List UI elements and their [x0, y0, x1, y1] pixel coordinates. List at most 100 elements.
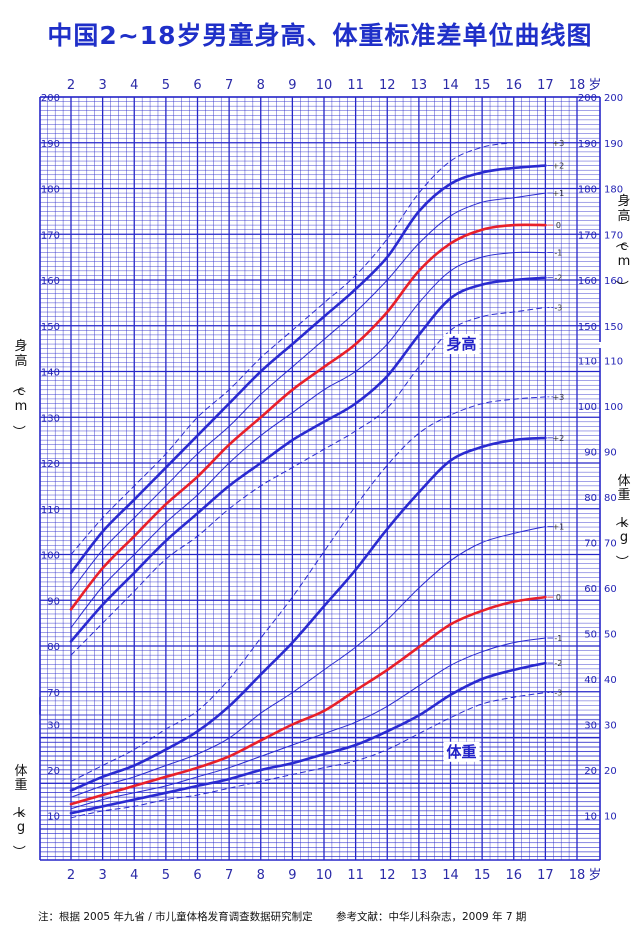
x-tick-bottom-12: 12 — [379, 868, 396, 883]
height-left-tick-170: 170 — [41, 230, 60, 241]
x-tick-top-13: 13 — [411, 78, 428, 93]
height-right-tick-200: 200 — [604, 93, 623, 104]
height-left-tick-100: 100 — [41, 551, 60, 562]
height-left-tick-90: 90 — [47, 596, 60, 607]
height-curve-label-minus3: -3 — [554, 303, 562, 312]
x-tick-top-9: 9 — [288, 78, 296, 93]
x-tick-bottom-7: 7 — [225, 868, 233, 883]
height-right-inner-tick-170: 170 — [578, 230, 597, 241]
weight-right-inner-tick-100: 100 — [578, 402, 597, 413]
weight-left-tick-20: 20 — [47, 766, 60, 777]
height-curve-0 — [69, 223, 547, 611]
weight-right-inner-tick-20: 20 — [584, 766, 597, 777]
panel-label-background — [443, 334, 480, 355]
height-left-tick-180: 180 — [41, 185, 60, 196]
height-right-tick-190: 190 — [604, 139, 623, 150]
height-right-tick-160: 160 — [604, 276, 623, 287]
weight-curve-label-minus2: -2 — [554, 659, 562, 668]
height-left-tick-150: 150 — [41, 322, 60, 333]
weight-panel-label: 体重 — [447, 743, 477, 761]
weight-axis-title-left: 体重（k g） — [10, 764, 27, 858]
x-tick-bottom-5: 5 — [162, 868, 170, 883]
x-tick-bottom-8: 8 — [257, 868, 265, 883]
height-curve-label-plus1: +1 — [552, 189, 564, 198]
weight-right-inner-tick-60: 60 — [584, 584, 597, 595]
weight-curve-label-minus3: -3 — [554, 689, 562, 698]
chart-title: 中国2~18岁男童身高、体重标准差单位曲线图 — [47, 21, 593, 50]
weight-right-tick-110: 110 — [604, 357, 623, 368]
height-right-inner-tick-190: 190 — [578, 139, 597, 150]
height-curve-label-plus2: +2 — [552, 162, 564, 171]
weight-curve-minus2 — [69, 661, 547, 815]
x-tick-top-11: 11 — [347, 78, 364, 93]
weight-right-tick-100: 100 — [604, 402, 623, 413]
weight-curve-label-plus2: +2 — [552, 434, 564, 443]
x-tick-bottom-15: 15 — [474, 868, 491, 883]
weight-right-inner-tick-70: 70 — [584, 539, 597, 550]
x-tick-top-14: 14 — [442, 78, 459, 93]
height-panel-label: 身高 — [447, 335, 477, 353]
height-curve-label-minus1: -1 — [554, 249, 562, 258]
weight-right-inner-tick-80: 80 — [584, 493, 597, 504]
height-right-inner-tick-150: 150 — [578, 322, 597, 333]
weight-right-tick-70: 70 — [604, 539, 617, 550]
height-right-tick-150: 150 — [604, 322, 623, 333]
x-tick-top-16: 16 — [505, 78, 522, 93]
x-tick-bottom-2: 2 — [67, 868, 75, 883]
weight-curve-label-plus3: +3 — [552, 393, 564, 402]
weight-curve-minus1 — [70, 637, 546, 810]
weight-right-inner-tick-40: 40 — [584, 675, 597, 686]
weight-left-tick-30: 30 — [47, 721, 60, 732]
weight-right-tick-20: 20 — [604, 766, 617, 777]
weight-curve-plus1 — [70, 526, 546, 798]
x-tick-bottom-16: 16 — [505, 868, 522, 883]
height-right-inner-tick-180: 180 — [578, 185, 597, 196]
grid — [39, 96, 601, 861]
weight-right-tick-30: 30 — [604, 721, 617, 732]
x-tick-top-2: 2 — [67, 78, 75, 93]
weight-right-inner-tick-30: 30 — [584, 721, 597, 732]
footnote: 注：根据 2005 年九省 / 市儿童体格发育调查数据研究制定 参考文献：中华儿… — [38, 909, 526, 924]
x-tick-top-12: 12 — [379, 78, 396, 93]
x-tick-top-18: 18 — [569, 78, 586, 93]
weight-curve-plus3 — [70, 396, 546, 782]
height-curve-label-plus3: +3 — [552, 139, 564, 148]
weight-right-tick-50: 50 — [604, 630, 617, 641]
height-right-tick-170: 170 — [604, 230, 623, 241]
height-curve-label-0: 0 — [556, 221, 561, 230]
x-tick-top-17: 17 — [537, 78, 554, 93]
weight-right-tick-60: 60 — [604, 584, 617, 595]
weight-right-inner-tick-110: 110 — [578, 357, 597, 368]
height-left-tick-110: 110 — [41, 505, 60, 516]
x-tick-bottom-4: 4 — [130, 868, 138, 883]
height-right-tick-180: 180 — [604, 185, 623, 196]
height-left-tick-200: 200 — [41, 93, 60, 104]
panel-label-background — [443, 741, 480, 762]
height-curve-plus3 — [70, 141, 546, 555]
x-tick-bottom-3: 3 — [98, 868, 106, 883]
weight-curve-minus3 — [70, 692, 546, 819]
weight-curve-0 — [69, 595, 547, 806]
x-tick-bottom-13: 13 — [411, 868, 428, 883]
height-left-tick-130: 130 — [41, 413, 60, 424]
height-axis-title-right: 身高（c m） — [613, 193, 630, 293]
x-unit-top: 岁 — [588, 78, 601, 93]
height-left-tick-160: 160 — [41, 276, 60, 287]
height-right-inner-tick-200: 200 — [578, 93, 597, 104]
weight-right-tick-80: 80 — [604, 493, 617, 504]
height-curve-plus2 — [69, 164, 547, 575]
weight-right-tick-90: 90 — [604, 448, 617, 459]
weight-right-inner-tick-50: 50 — [584, 630, 597, 641]
height-left-tick-140: 140 — [41, 368, 60, 379]
height-curve-plus1 — [70, 192, 546, 592]
height-curve-label-minus2: -2 — [554, 274, 562, 283]
x-tick-top-3: 3 — [98, 78, 106, 93]
height-left-tick-80: 80 — [47, 642, 60, 653]
weight-right-inner-tick-10: 10 — [584, 812, 597, 823]
height-curve-minus2 — [69, 276, 547, 643]
x-tick-top-8: 8 — [257, 78, 265, 93]
height-left-tick-120: 120 — [41, 459, 60, 470]
labels: +3 +2 +1 0 -1 -2 -3 +3 +2 +1 0 -1 -2 -3 2 2 3 3 4 4 5 5 6 6 7 7 8 8… — [10, 78, 630, 883]
x-tick-bottom-14: 14 — [442, 868, 459, 883]
x-tick-top-5: 5 — [162, 78, 170, 93]
